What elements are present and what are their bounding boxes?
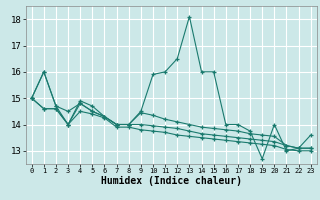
X-axis label: Humidex (Indice chaleur): Humidex (Indice chaleur) (101, 176, 242, 186)
